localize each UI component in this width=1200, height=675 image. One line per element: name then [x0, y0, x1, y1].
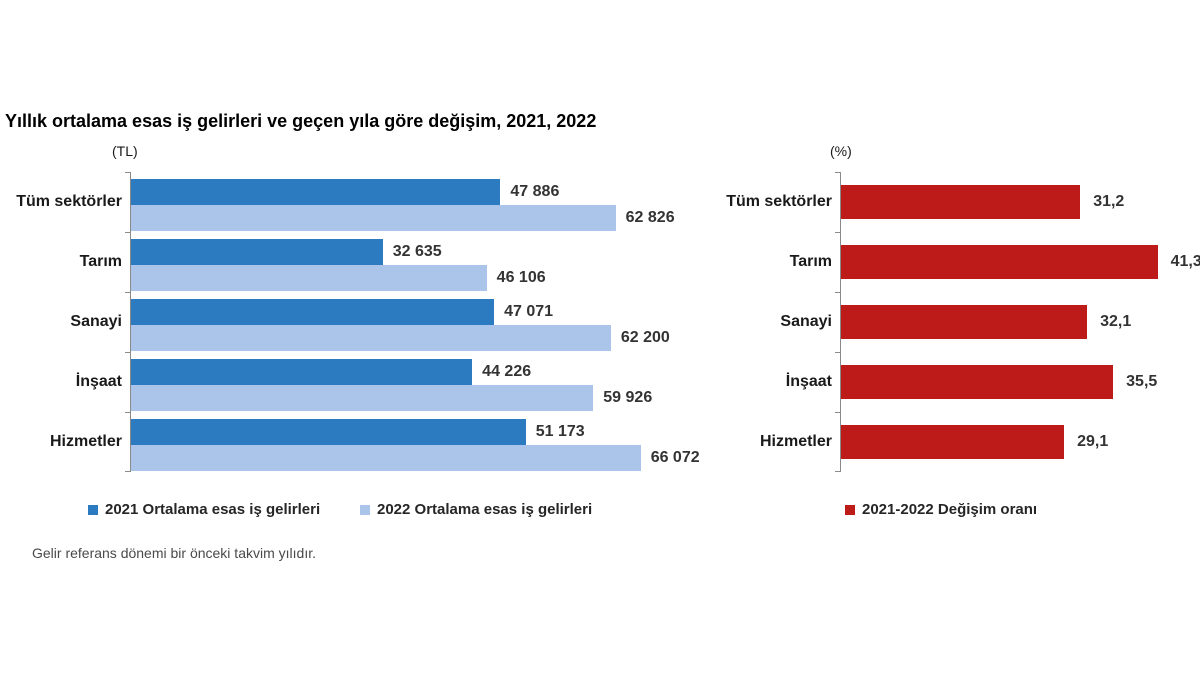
bar: [131, 325, 611, 351]
legend-swatch-change-icon: [845, 504, 855, 515]
bar: [131, 265, 487, 291]
bar-value-label: 41,3: [1170, 253, 1200, 270]
left-axis-unit-label: (TL): [112, 143, 138, 159]
axis-tick: [835, 292, 841, 293]
bar-value-label: 32,1: [1100, 313, 1132, 330]
axis-tick: [835, 352, 841, 353]
change-chart-plot-area: 31,2 41,3 32,1 35,5 29,1: [835, 172, 1200, 472]
axis-tick: [835, 412, 841, 413]
bar: [841, 425, 1065, 459]
category-label: Tüm sektörler: [16, 193, 122, 210]
legend-item-2022-income: 2022 Ortalama esas iş gelirleri: [360, 501, 592, 518]
category-label: Tarım: [79, 253, 122, 270]
legend-label-2022-income: 2022 Ortalama esas iş gelirleri: [377, 501, 593, 518]
bar: [131, 445, 641, 471]
footnote: Gelir referans dönemi bir önceki takvim …: [32, 545, 316, 561]
right-axis-unit-label: (%): [830, 143, 852, 159]
bar-value-label: 46 106: [496, 269, 546, 286]
axis-tick: [835, 172, 841, 173]
category-label: İnşaat: [785, 373, 832, 390]
income-chart: Tüm sektörler Tarım Sanayi İnşaat Hizmetler …: [0, 172, 700, 472]
axis-tick: [835, 471, 841, 472]
bar: [131, 359, 473, 385]
axis-tick: [125, 292, 131, 293]
bar-value-label: 32 635: [392, 243, 442, 260]
category-label: Tarım: [789, 253, 832, 270]
legend-swatch-2021-icon: [88, 504, 98, 515]
bar: [131, 239, 383, 265]
legend-item-2021-income: 2021 Ortalama esas iş gelirleri: [88, 501, 320, 518]
bar: [841, 365, 1114, 399]
bar: [131, 419, 526, 445]
bar-value-label: 44 226: [482, 363, 532, 380]
page-title: Yıllık ortalama esas iş gelirleri ve geç…: [5, 111, 597, 131]
bar-value-label: 62 200: [620, 329, 670, 346]
bar: [131, 205, 616, 231]
axis-tick: [125, 352, 131, 353]
bar-value-label: 31,2: [1093, 193, 1125, 210]
legend-label-change-rate: 2021-2022 Değişim oranı: [862, 501, 1038, 518]
change-chart: Tüm sektörler Tarım Sanayi İnşaat Hizmetler …: [690, 172, 1200, 472]
bar-value-label: 35,5: [1126, 373, 1158, 390]
axis-tick: [125, 412, 131, 413]
bar: [131, 179, 501, 205]
category-label: İnşaat: [75, 373, 122, 390]
bar-value-label: 59 926: [603, 389, 653, 406]
legend-swatch-2022-icon: [360, 504, 370, 515]
axis-tick: [125, 232, 131, 233]
axis-tick: [125, 471, 131, 472]
income-chart-category-axis: Tüm sektörler Tarım Sanayi İnşaat Hizmetler: [0, 172, 122, 472]
bar-value-label: 29,1: [1077, 433, 1109, 450]
axis-tick: [835, 232, 841, 233]
bar: [841, 185, 1081, 219]
change-chart-category-axis: Tüm sektörler Tarım Sanayi İnşaat Hizmetler: [690, 172, 832, 472]
category-label: Tüm sektörler: [726, 193, 832, 210]
bar: [841, 245, 1158, 279]
bar: [131, 299, 495, 325]
axis-tick: [125, 172, 131, 173]
bar-value-label: 47 071: [504, 303, 554, 320]
bar-value-label: 47 886: [510, 183, 560, 200]
bar: [841, 305, 1088, 339]
bar: [131, 385, 594, 411]
legend-label-2021-income: 2021 Ortalama esas iş gelirleri: [105, 501, 321, 518]
legend-item-change-rate: 2021-2022 Değişim oranı: [845, 501, 1037, 518]
category-label: Sanayi: [70, 313, 122, 330]
bar-value-label: 51 173: [535, 423, 585, 440]
category-label: Sanayi: [780, 313, 832, 330]
bar-value-label: 62 826: [625, 209, 675, 226]
category-label: Hizmetler: [49, 433, 122, 450]
bar-value-label: 66 072: [650, 449, 700, 466]
category-label: Hizmetler: [759, 433, 832, 450]
income-chart-plot-area: 47 886 32 635 47 071 44 226 51 173 62 826 46 1…: [125, 172, 700, 472]
